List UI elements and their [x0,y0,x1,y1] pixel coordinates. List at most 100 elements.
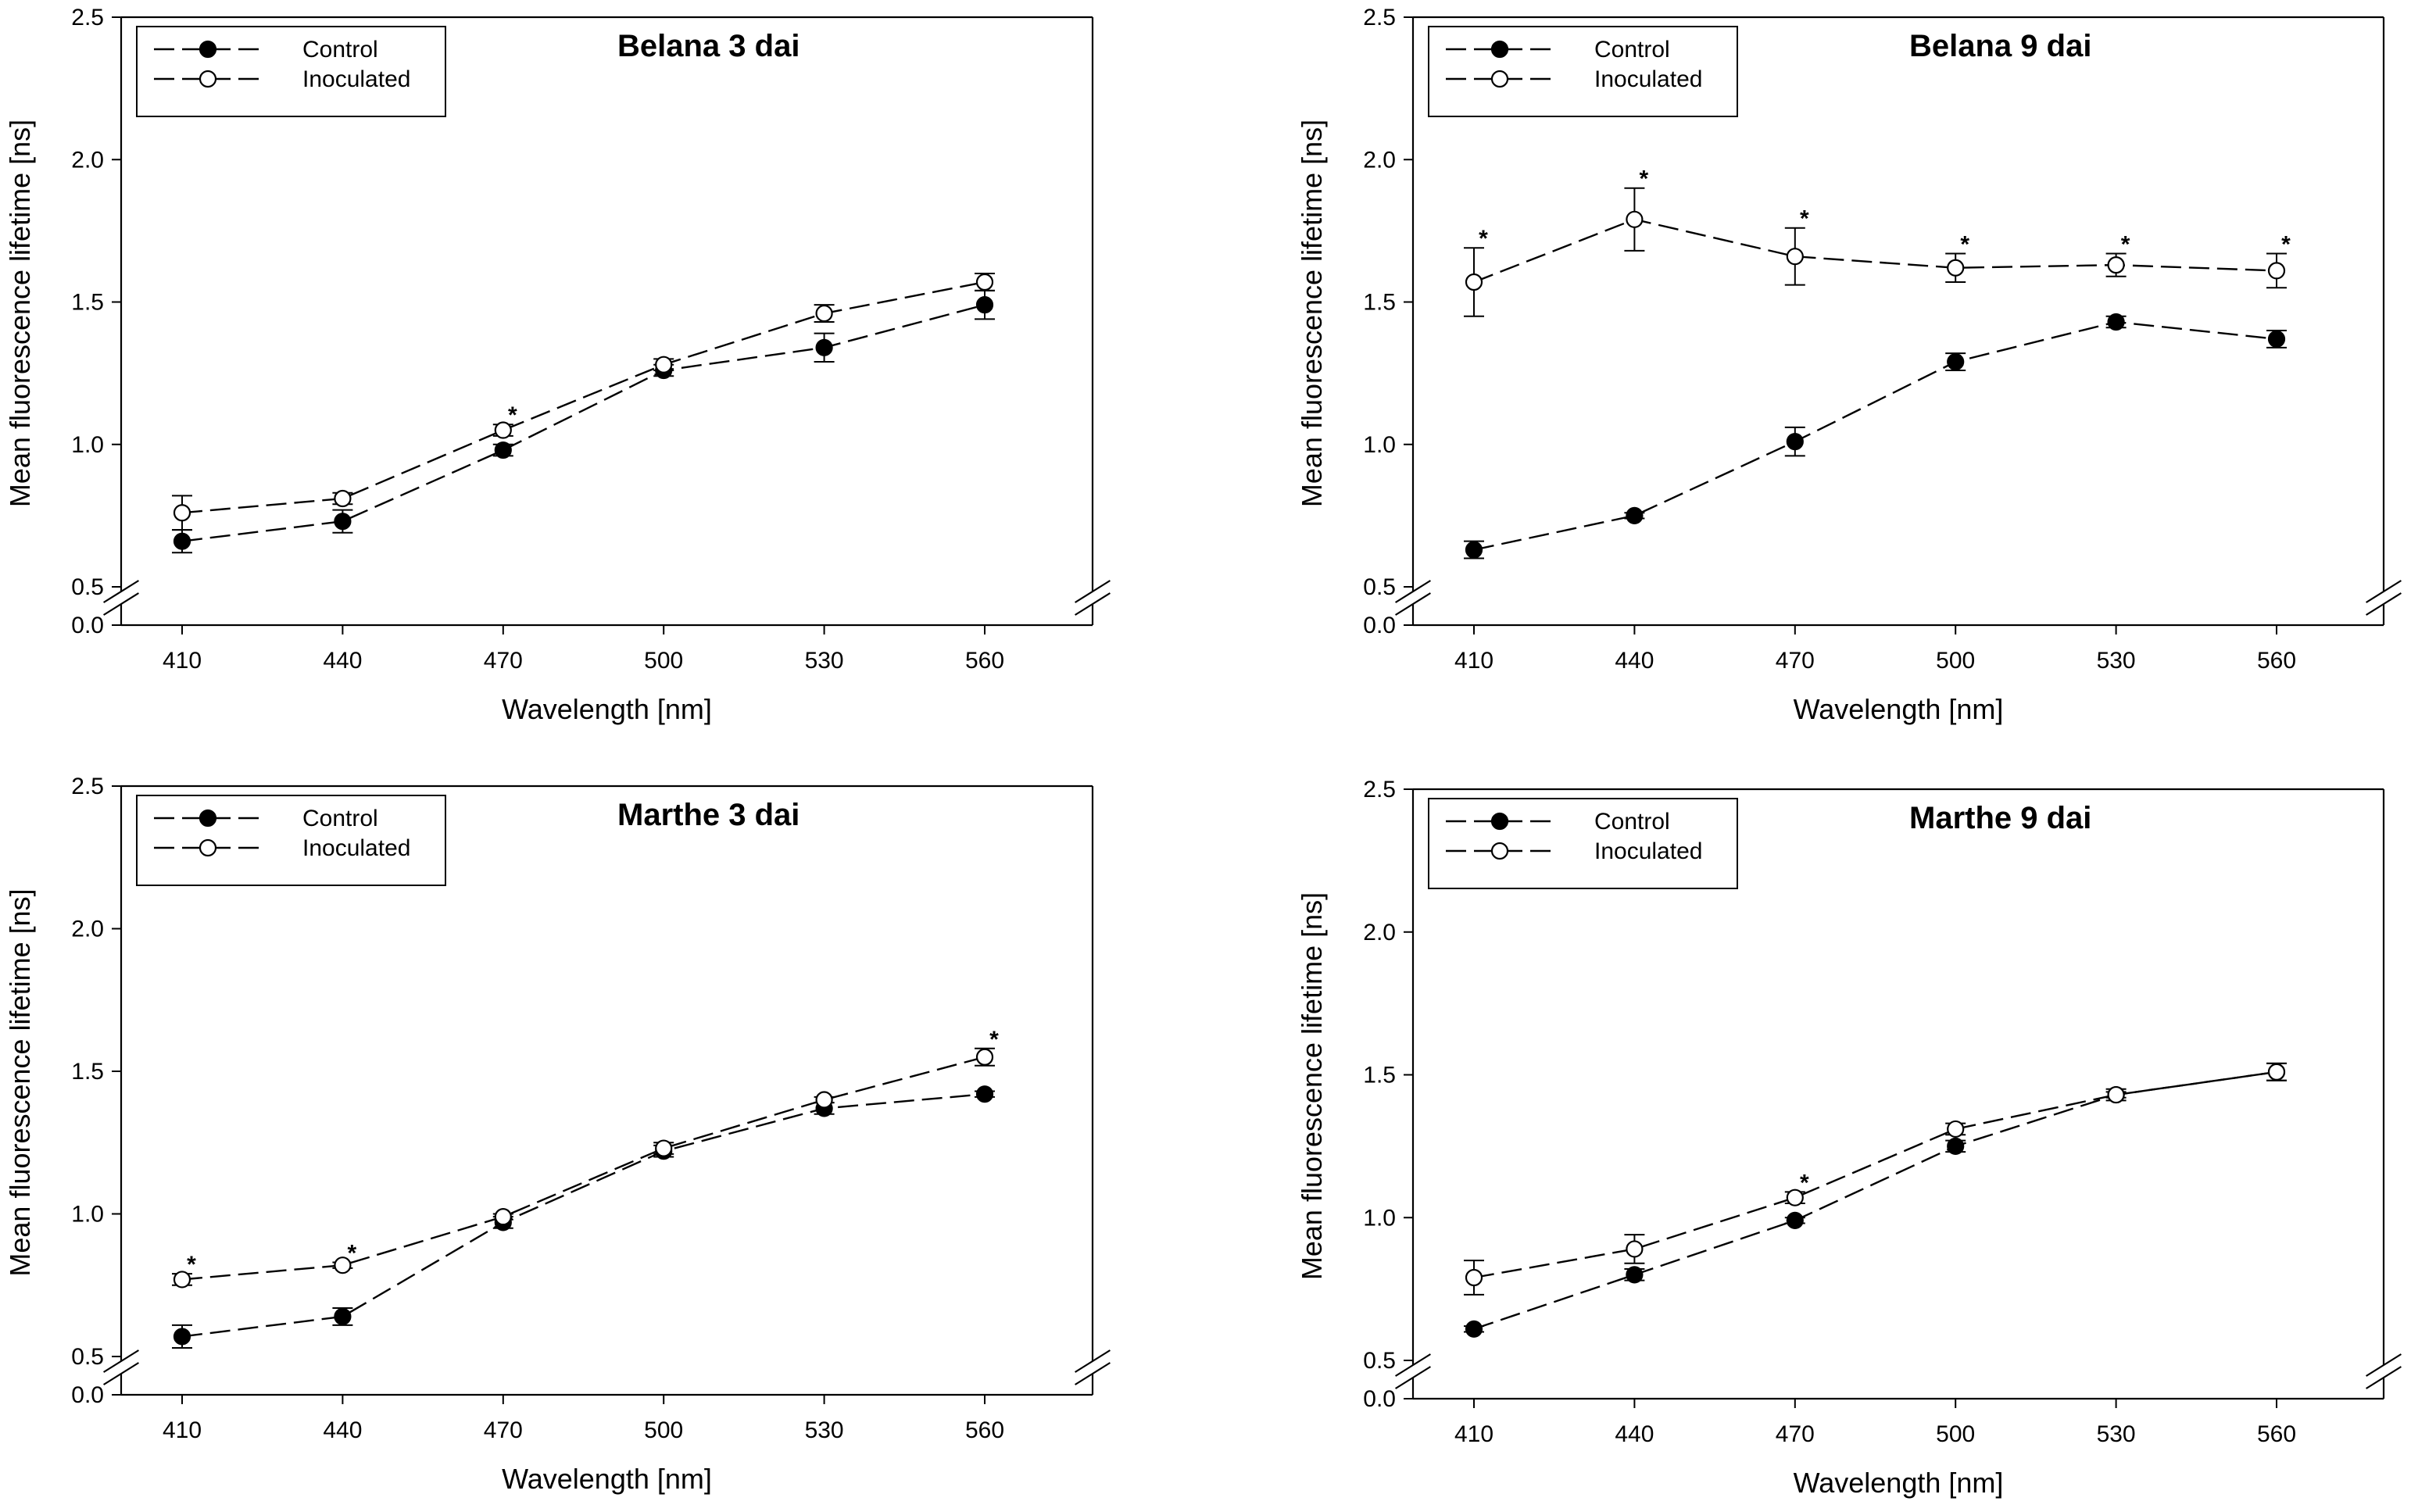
panel-title: Marthe 9 dai [1909,801,2091,835]
data-point-inoculated [1626,210,1644,228]
data-point-inoculated [1626,1240,1644,1258]
y-tick-label: 1.0 [71,1202,104,1228]
panel-title: Belana 3 dai [617,29,799,63]
y-tick-label: 1.0 [1363,432,1396,458]
axis-break-mark [1395,580,1431,603]
significance-star: * [2121,232,2130,258]
y-tick-label: 0.0 [1363,1386,1396,1412]
data-point-inoculated [334,489,352,508]
data-point-control [173,532,191,550]
x-tick-label: 410 [163,648,202,674]
data-point-control [975,296,994,314]
x-tick-label: 530 [805,648,844,674]
axis-break-mark [2366,1366,2402,1389]
data-point-inoculated [1465,1268,1483,1287]
x-tick-label: 440 [323,648,362,674]
series-line-inoculated [1473,218,2277,284]
y-tick-label: 2.0 [71,917,104,942]
data-point-control [1626,506,1644,524]
data-point-control [173,1328,191,1346]
y-tick-label: 1.5 [1363,1063,1396,1088]
legend-box [1428,26,1738,117]
axis-break-mark [1075,580,1111,603]
series-line-control [1473,1071,2277,1330]
y-axis-title: Mean fluorescence lifetime [ns] [4,888,36,1276]
axis-break-mark [2366,592,2402,616]
y-tick-label: 0.5 [71,574,104,600]
legend-box [136,26,446,117]
y-tick-label: 0.5 [71,1344,104,1370]
y-tick-label: 1.0 [1363,1205,1396,1231]
axis-break-mark [103,1362,139,1385]
y-tick-label: 1.0 [71,432,104,458]
significance-star: * [187,1252,196,1278]
x-tick-label: 530 [805,1417,844,1443]
chart-panel-1: 0.0 0.5 1.0 1.5 2.0 2.5 410 440 470 500 530 560 Wave… [4,5,1111,725]
legend-marker-control [199,809,217,827]
axis-break-mark [103,1349,139,1373]
chart-panel-4: 0.0 0.5 1.0 1.5 2.0 2.5 410 440 470 500 530 560 Wave… [1296,777,2402,1499]
axis-break-mark [1395,592,1431,616]
x-tick-label: 560 [965,1417,1004,1443]
significance-star: * [508,402,517,428]
y-tick-label: 0.0 [1363,613,1396,638]
legend-label-inoculated: Inoculated [302,835,410,861]
data-point-inoculated [655,356,673,374]
data-point-inoculated [815,304,833,323]
legend-marker-inoculated [1490,842,1509,860]
data-point-control [1465,541,1483,559]
y-tick-label: 1.5 [1363,290,1396,316]
x-tick-label: 560 [2257,1421,2296,1447]
x-tick-label: 500 [644,648,683,674]
series-line-inoculated [181,1056,986,1281]
significance-star: * [2281,232,2291,258]
data-point-control [2267,330,2286,348]
data-point-control [2107,313,2125,331]
legend-box [136,795,446,886]
panel-title: Marthe 3 dai [617,798,799,832]
axis-break-mark [2366,580,2402,603]
chart-panel-2: 0.0 0.5 1.0 1.5 2.0 2.5 410 440 470 500 530 560 Wave… [1296,5,2402,725]
data-point-inoculated [2107,1085,2125,1104]
y-tick-label: 2.0 [71,147,104,173]
axis-break-mark [1075,592,1111,616]
x-axis-title: Wavelength [nm] [1794,1467,2004,1499]
legend-label-inoculated: Inoculated [1594,838,1702,864]
y-tick-label: 1.5 [71,1059,104,1085]
legend-label-control: Control [302,37,378,63]
legend-marker-control [199,40,217,59]
y-axis-title: Mean fluorescence lifetime [ns] [1296,892,1328,1280]
data-point-control [1786,433,1804,451]
series-line-inoculated [181,281,986,514]
significance-star: * [989,1027,999,1053]
x-tick-label: 500 [1936,1421,1975,1447]
x-tick-label: 410 [163,1417,202,1443]
legend-marker-control [1490,40,1509,59]
x-tick-label: 500 [1936,648,1975,674]
data-point-control [1947,352,1965,371]
x-tick-label: 500 [644,1417,683,1443]
y-tick-label: 2.5 [1363,777,1396,802]
y-axis-title: Mean fluorescence lifetime [ns] [1296,120,1328,507]
data-point-inoculated [173,504,191,522]
legend-label-control: Control [1594,809,1670,835]
y-tick-label: 0.0 [71,613,104,638]
data-point-control [815,338,833,356]
x-tick-label: 470 [484,648,523,674]
axis-break-mark [1075,1362,1111,1385]
x-tick-label: 560 [965,648,1004,674]
significance-star: * [1640,166,1649,192]
data-point-inoculated [494,421,512,439]
axis-break-mark [103,592,139,616]
data-point-inoculated [975,1048,994,1066]
data-point-control [1786,1211,1804,1230]
significance-star: * [1800,1170,1809,1196]
y-tick-label: 0.5 [1363,574,1396,600]
data-point-inoculated [655,1139,673,1157]
data-point-inoculated [1947,1120,1965,1138]
y-tick-label: 0.0 [71,1382,104,1408]
significance-star: * [348,1241,357,1267]
y-tick-label: 2.5 [71,774,104,799]
y-tick-label: 2.0 [1363,147,1396,173]
